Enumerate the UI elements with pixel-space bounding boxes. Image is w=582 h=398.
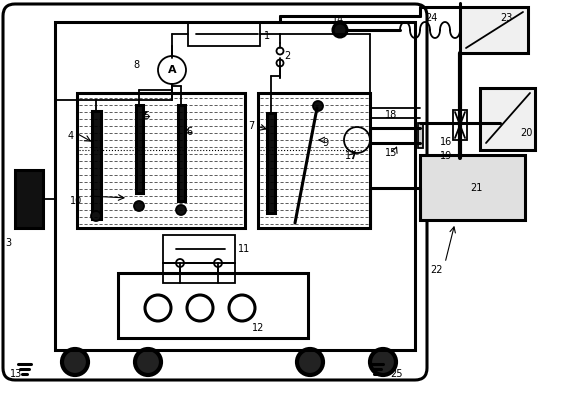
Bar: [15, 170, 43, 228]
Circle shape: [187, 295, 213, 321]
Text: 20: 20: [520, 128, 533, 138]
Text: 24: 24: [425, 13, 438, 23]
Circle shape: [91, 211, 101, 221]
Text: 1: 1: [264, 31, 270, 41]
Text: 22: 22: [430, 265, 442, 275]
Text: 12: 12: [252, 323, 264, 333]
Bar: [420, 155, 525, 220]
Bar: [258, 93, 370, 228]
Bar: [92, 111, 101, 219]
Bar: [136, 105, 143, 193]
Text: 14: 14: [332, 15, 344, 25]
Text: 18: 18: [385, 110, 398, 120]
Text: 5: 5: [143, 111, 149, 121]
Circle shape: [333, 23, 347, 37]
Text: 6: 6: [186, 127, 192, 137]
Bar: [460, 7, 528, 53]
Bar: [267, 113, 275, 213]
Text: 13: 13: [10, 369, 22, 379]
Text: 25: 25: [390, 369, 403, 379]
Text: 15: 15: [385, 148, 398, 158]
Circle shape: [229, 295, 255, 321]
Circle shape: [214, 259, 222, 267]
Bar: [118, 273, 308, 338]
Text: 9: 9: [322, 138, 328, 148]
Bar: [453, 110, 467, 140]
Circle shape: [276, 47, 283, 55]
Bar: [55, 22, 415, 350]
Text: 8: 8: [133, 60, 139, 70]
Circle shape: [134, 201, 144, 211]
Circle shape: [276, 59, 283, 66]
Text: 16: 16: [440, 137, 452, 147]
Text: 19: 19: [440, 151, 452, 161]
Text: 7: 7: [248, 121, 254, 131]
Bar: [188, 22, 260, 46]
Circle shape: [344, 127, 370, 153]
Bar: [178, 105, 185, 201]
Bar: [480, 88, 535, 150]
Text: 11: 11: [238, 244, 250, 254]
Bar: [418, 123, 423, 148]
Text: 2: 2: [284, 51, 290, 61]
Text: 4: 4: [68, 131, 74, 141]
Text: 21: 21: [470, 183, 482, 193]
Text: 10: 10: [70, 196, 82, 206]
Circle shape: [313, 101, 323, 111]
Text: 17: 17: [345, 151, 357, 161]
Circle shape: [176, 205, 186, 215]
Circle shape: [158, 56, 186, 84]
Bar: [163, 235, 235, 263]
Circle shape: [145, 295, 171, 321]
Bar: [163, 263, 235, 283]
Circle shape: [370, 349, 396, 375]
Text: 23: 23: [500, 13, 512, 23]
Circle shape: [176, 259, 184, 267]
Circle shape: [135, 349, 161, 375]
Bar: [77, 93, 245, 228]
Circle shape: [62, 349, 88, 375]
Text: 3: 3: [5, 238, 11, 248]
Circle shape: [297, 349, 323, 375]
Text: A: A: [168, 65, 176, 75]
